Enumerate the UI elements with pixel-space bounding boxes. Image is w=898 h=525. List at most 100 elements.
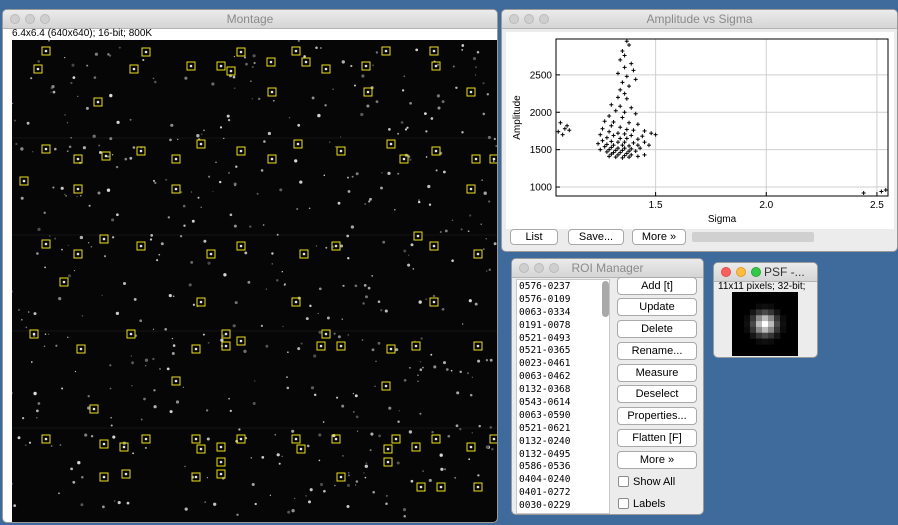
scatter-point — [649, 131, 654, 136]
psf-image-info: 11x11 pixels; 32-bit; — [718, 281, 806, 292]
close-window-icon[interactable] — [509, 14, 519, 24]
scatter-point — [622, 140, 627, 145]
minimize-window-icon[interactable] — [534, 263, 544, 273]
plot-window: Amplitude vs Sigma 1.5 2.0 2.5 1000 1500 2000… — [501, 9, 898, 252]
scatter-point — [558, 120, 563, 125]
minimize-window-icon[interactable] — [736, 267, 746, 277]
labels-checkbox[interactable]: Labels — [618, 498, 665, 510]
scatter-point — [635, 122, 640, 127]
show-all-checkbox[interactable]: Show All — [618, 476, 675, 488]
deselect-button[interactable]: Deselect — [617, 385, 697, 403]
close-window-icon[interactable] — [10, 14, 20, 24]
scatter-point — [629, 146, 634, 151]
scatter-point — [618, 125, 623, 130]
roi-list-scrollbar[interactable] — [602, 281, 609, 317]
scatter-point — [642, 140, 647, 145]
minimize-window-icon[interactable] — [25, 14, 35, 24]
scatter-point — [622, 65, 627, 70]
delete-button[interactable]: Delete — [617, 320, 697, 338]
roi-list-item[interactable]: 0576-0237 — [519, 281, 571, 292]
roi-list-item[interactable]: 0191-0078 — [519, 319, 571, 331]
x-tick-label: 1.5 — [649, 200, 663, 211]
scatter-point — [646, 143, 651, 148]
add-button[interactable]: Add [t] — [617, 277, 697, 295]
progress-bar — [692, 232, 814, 242]
scatter-point — [622, 153, 627, 158]
scatter-point — [618, 150, 623, 155]
montage-titlebar[interactable]: Montage — [3, 10, 497, 29]
zoom-window-icon[interactable] — [549, 263, 559, 273]
properties-button[interactable]: Properties... — [617, 407, 697, 425]
scatter-point — [627, 149, 632, 154]
scatter-point — [615, 140, 620, 145]
checkbox-icon[interactable] — [618, 476, 629, 487]
montage-title: Montage — [226, 12, 274, 26]
roi-list-item[interactable]: 0063-0462 — [519, 371, 571, 383]
roi-list[interactable]: 0576-0237 0576-0109 0063-0334 0191-0078 0521… — [516, 279, 610, 514]
checkbox-icon[interactable] — [618, 498, 629, 509]
scatter-point — [624, 39, 629, 44]
scatter-point — [627, 120, 632, 125]
roi-list-item[interactable]: 0576-0109 — [519, 293, 571, 305]
roi-titlebar[interactable]: ROI Manager — [512, 259, 703, 278]
minimize-window-icon[interactable] — [524, 14, 534, 24]
more-roi-button[interactable]: More » — [617, 451, 697, 469]
more-plot-button[interactable]: More » — [632, 229, 686, 245]
scatter-point — [633, 111, 638, 116]
roi-list-item[interactable]: 0401-0272 — [519, 487, 571, 499]
psf-titlebar[interactable]: PSF -... — [714, 263, 817, 282]
roi-list-item[interactable]: 0586-0536 — [519, 461, 571, 473]
plot-titlebar[interactable]: Amplitude vs Sigma — [502, 10, 897, 29]
scatter-point — [633, 77, 638, 82]
close-window-icon[interactable] — [519, 263, 529, 273]
roi-list-item[interactable]: 0543-0614 — [519, 397, 571, 409]
save-button[interactable]: Save... — [568, 229, 624, 245]
scatter-point — [629, 152, 634, 157]
zoom-window-icon[interactable] — [751, 267, 761, 277]
roi-manager-title: ROI Manager — [571, 261, 644, 275]
measure-button[interactable]: Measure — [617, 364, 697, 382]
scatter-point — [602, 119, 607, 124]
scatter-point — [622, 110, 627, 115]
roi-list-item[interactable]: 0132-0368 — [519, 384, 571, 396]
roi-list-item[interactable]: 0132-0495 — [519, 448, 571, 460]
scatter-point — [624, 151, 629, 156]
scatter-point — [635, 137, 640, 142]
scatter-point — [615, 152, 620, 157]
roi-list-item[interactable]: 0532-0241 — [517, 512, 609, 513]
amplitude-sigma-plot[interactable]: 1.5 2.0 2.5 1000 1500 2000 2500 Sigma Amplitud… — [506, 32, 894, 229]
roi-list-item[interactable]: 0132-0240 — [519, 435, 571, 447]
psf-image[interactable] — [732, 292, 798, 356]
scatter-point — [629, 105, 634, 110]
scatter-point — [620, 155, 625, 160]
scatter-point — [627, 155, 632, 160]
roi-list-item[interactable]: 0521-0621 — [519, 422, 571, 434]
scatter-point — [598, 147, 603, 152]
list-button[interactable]: List — [510, 229, 558, 245]
roi-list-item[interactable]: 0521-0365 — [519, 345, 571, 357]
roi-list-item[interactable]: 0063-0334 — [519, 306, 571, 318]
zoom-window-icon[interactable] — [40, 14, 50, 24]
scatter-point — [640, 134, 645, 139]
scatter-point — [615, 131, 620, 136]
close-window-icon[interactable] — [721, 267, 731, 277]
scatter-point — [622, 91, 627, 96]
scatter-point — [620, 115, 625, 120]
roi-list-item[interactable]: 0023-0461 — [519, 358, 571, 370]
scatter-point — [615, 95, 620, 100]
roi-list-item[interactable]: 0404-0240 — [519, 474, 571, 486]
roi-list-item[interactable]: 0521-0493 — [519, 332, 571, 344]
zoom-window-icon[interactable] — [539, 14, 549, 24]
roi-list-item[interactable]: 0063-0590 — [519, 409, 571, 421]
update-button[interactable]: Update — [617, 298, 697, 316]
scatter-point — [611, 150, 616, 155]
flatten-button[interactable]: Flatten [F] — [617, 429, 697, 447]
rename-button[interactable]: Rename... — [617, 342, 697, 360]
scatter-point — [624, 127, 629, 132]
scatter-point — [624, 136, 629, 141]
roi-list-item[interactable]: 0030-0229 — [519, 500, 571, 512]
scatter-point — [609, 145, 614, 150]
scatter-point — [629, 133, 634, 138]
show-all-label: Show All — [633, 476, 676, 488]
montage-image-canvas[interactable] — [12, 40, 498, 522]
